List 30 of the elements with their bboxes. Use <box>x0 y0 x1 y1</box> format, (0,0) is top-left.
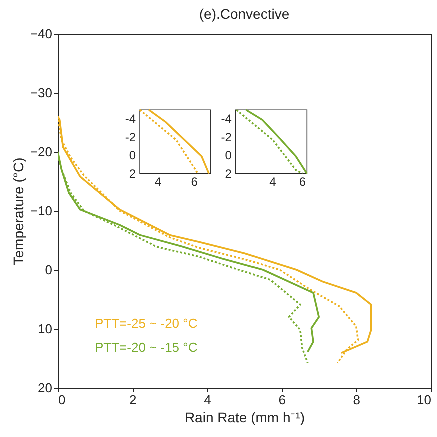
y-tick-label: −10 <box>30 204 52 218</box>
x-tick-label: 8 <box>353 392 361 408</box>
y-tick-label: 0 <box>129 148 136 163</box>
x-tick-label: 0 <box>58 392 66 408</box>
y-tick-label: -2 <box>221 130 232 144</box>
x-tick-label: 6 <box>191 174 198 189</box>
y-tick-label: -2 <box>125 130 136 144</box>
y-tick-label: -4 <box>221 112 232 126</box>
text: PTT=-25 ~ -20 °C <box>95 316 198 331</box>
y-tick-label: 0 <box>225 148 232 163</box>
y-tick-label: −30 <box>30 86 52 100</box>
x-tick-label: 6 <box>299 174 306 189</box>
x-tick-label: 4 <box>204 392 212 408</box>
y-tick-label: 20 <box>38 380 52 396</box>
x-tick-label: 4 <box>154 174 162 189</box>
x-axis-title: Rain Rate (mm h⁻¹) <box>184 410 306 426</box>
line-series <box>148 109 210 175</box>
line-series <box>236 109 304 175</box>
x-tick-label: 4 <box>270 174 277 189</box>
x-tick-label: 6 <box>278 392 286 408</box>
y-axis-title: Temperature (°C) <box>10 158 26 266</box>
y-tick-label: 10 <box>38 322 52 336</box>
chart-title: (e).Convective <box>199 6 290 22</box>
y-tick-label: -4 <box>125 112 136 126</box>
x-tick-label: 10 <box>417 392 432 408</box>
y-tick-label: 0 <box>45 262 52 278</box>
y-tick-label: −20 <box>30 144 52 160</box>
text: PTT=-20 ~ -15 °C <box>95 340 198 355</box>
y-tick-label: −40 <box>30 26 52 42</box>
line-series <box>245 109 308 175</box>
